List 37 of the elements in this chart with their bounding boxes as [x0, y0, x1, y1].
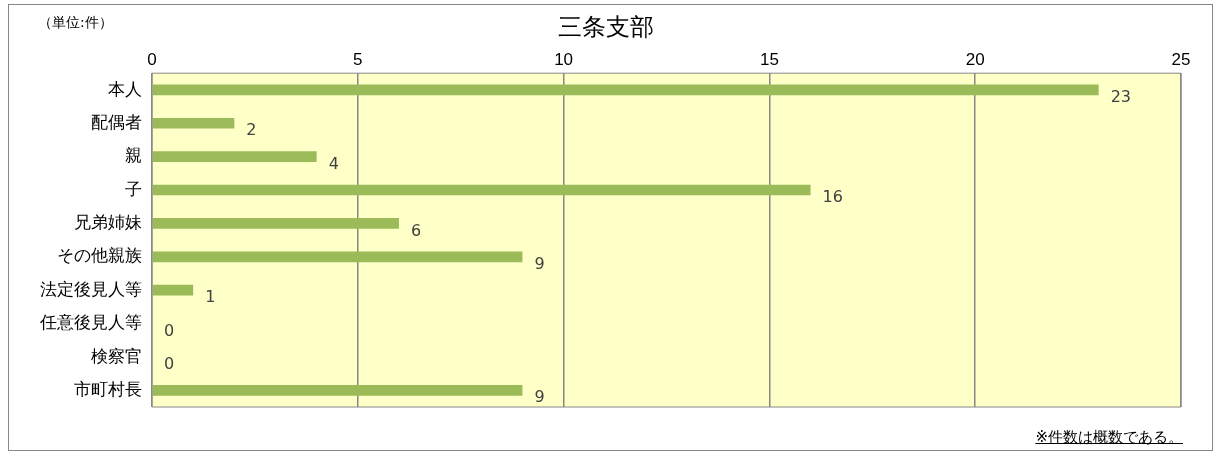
text: ※件数は概数である。: [1035, 428, 1183, 447]
x-tick-label: 10: [554, 49, 574, 69]
bar: [152, 251, 523, 263]
y-tick-label: 任意後見人等: [39, 313, 142, 333]
data-label: 2: [246, 120, 257, 140]
text: （単位:件）: [38, 14, 113, 32]
x-tick-label: 15: [759, 49, 779, 69]
data-label: 0: [164, 354, 175, 374]
y-tick-label: 兄弟姉妹: [74, 213, 142, 233]
bar: [152, 384, 523, 396]
y-tick-label: 本人: [108, 79, 142, 99]
x-tick-label: 0: [147, 49, 157, 69]
data-label: 9: [534, 387, 545, 407]
y-tick-label: 配偶者: [91, 112, 142, 132]
x-tick-label: 25: [1171, 49, 1191, 69]
y-tick-label: 検察官: [91, 346, 142, 366]
data-label: 23: [1110, 87, 1132, 107]
data-label: 16: [822, 187, 843, 207]
y-tick-label: 親: [125, 146, 142, 166]
bar: [152, 218, 399, 229]
x-tick-label: 20: [965, 49, 985, 69]
bar: [152, 284, 194, 296]
x-tick-label: 5: [353, 49, 363, 69]
y-tick-label: 市町村長: [74, 380, 142, 399]
data-label: 1: [205, 287, 216, 307]
y-tick-label: その他親族: [57, 246, 142, 266]
y-tick-label: 法定後見人等: [40, 279, 142, 299]
data-label: 4: [328, 153, 339, 173]
bar: [152, 151, 317, 162]
bar: [152, 184, 811, 196]
data-label: 6: [410, 220, 422, 240]
data-label: 9: [534, 253, 545, 273]
chart-title: 三条支部: [557, 13, 654, 41]
bar: [152, 117, 235, 129]
y-tick-label: 子: [125, 179, 142, 199]
bar: [152, 84, 1099, 96]
data-label: 0: [164, 320, 175, 340]
